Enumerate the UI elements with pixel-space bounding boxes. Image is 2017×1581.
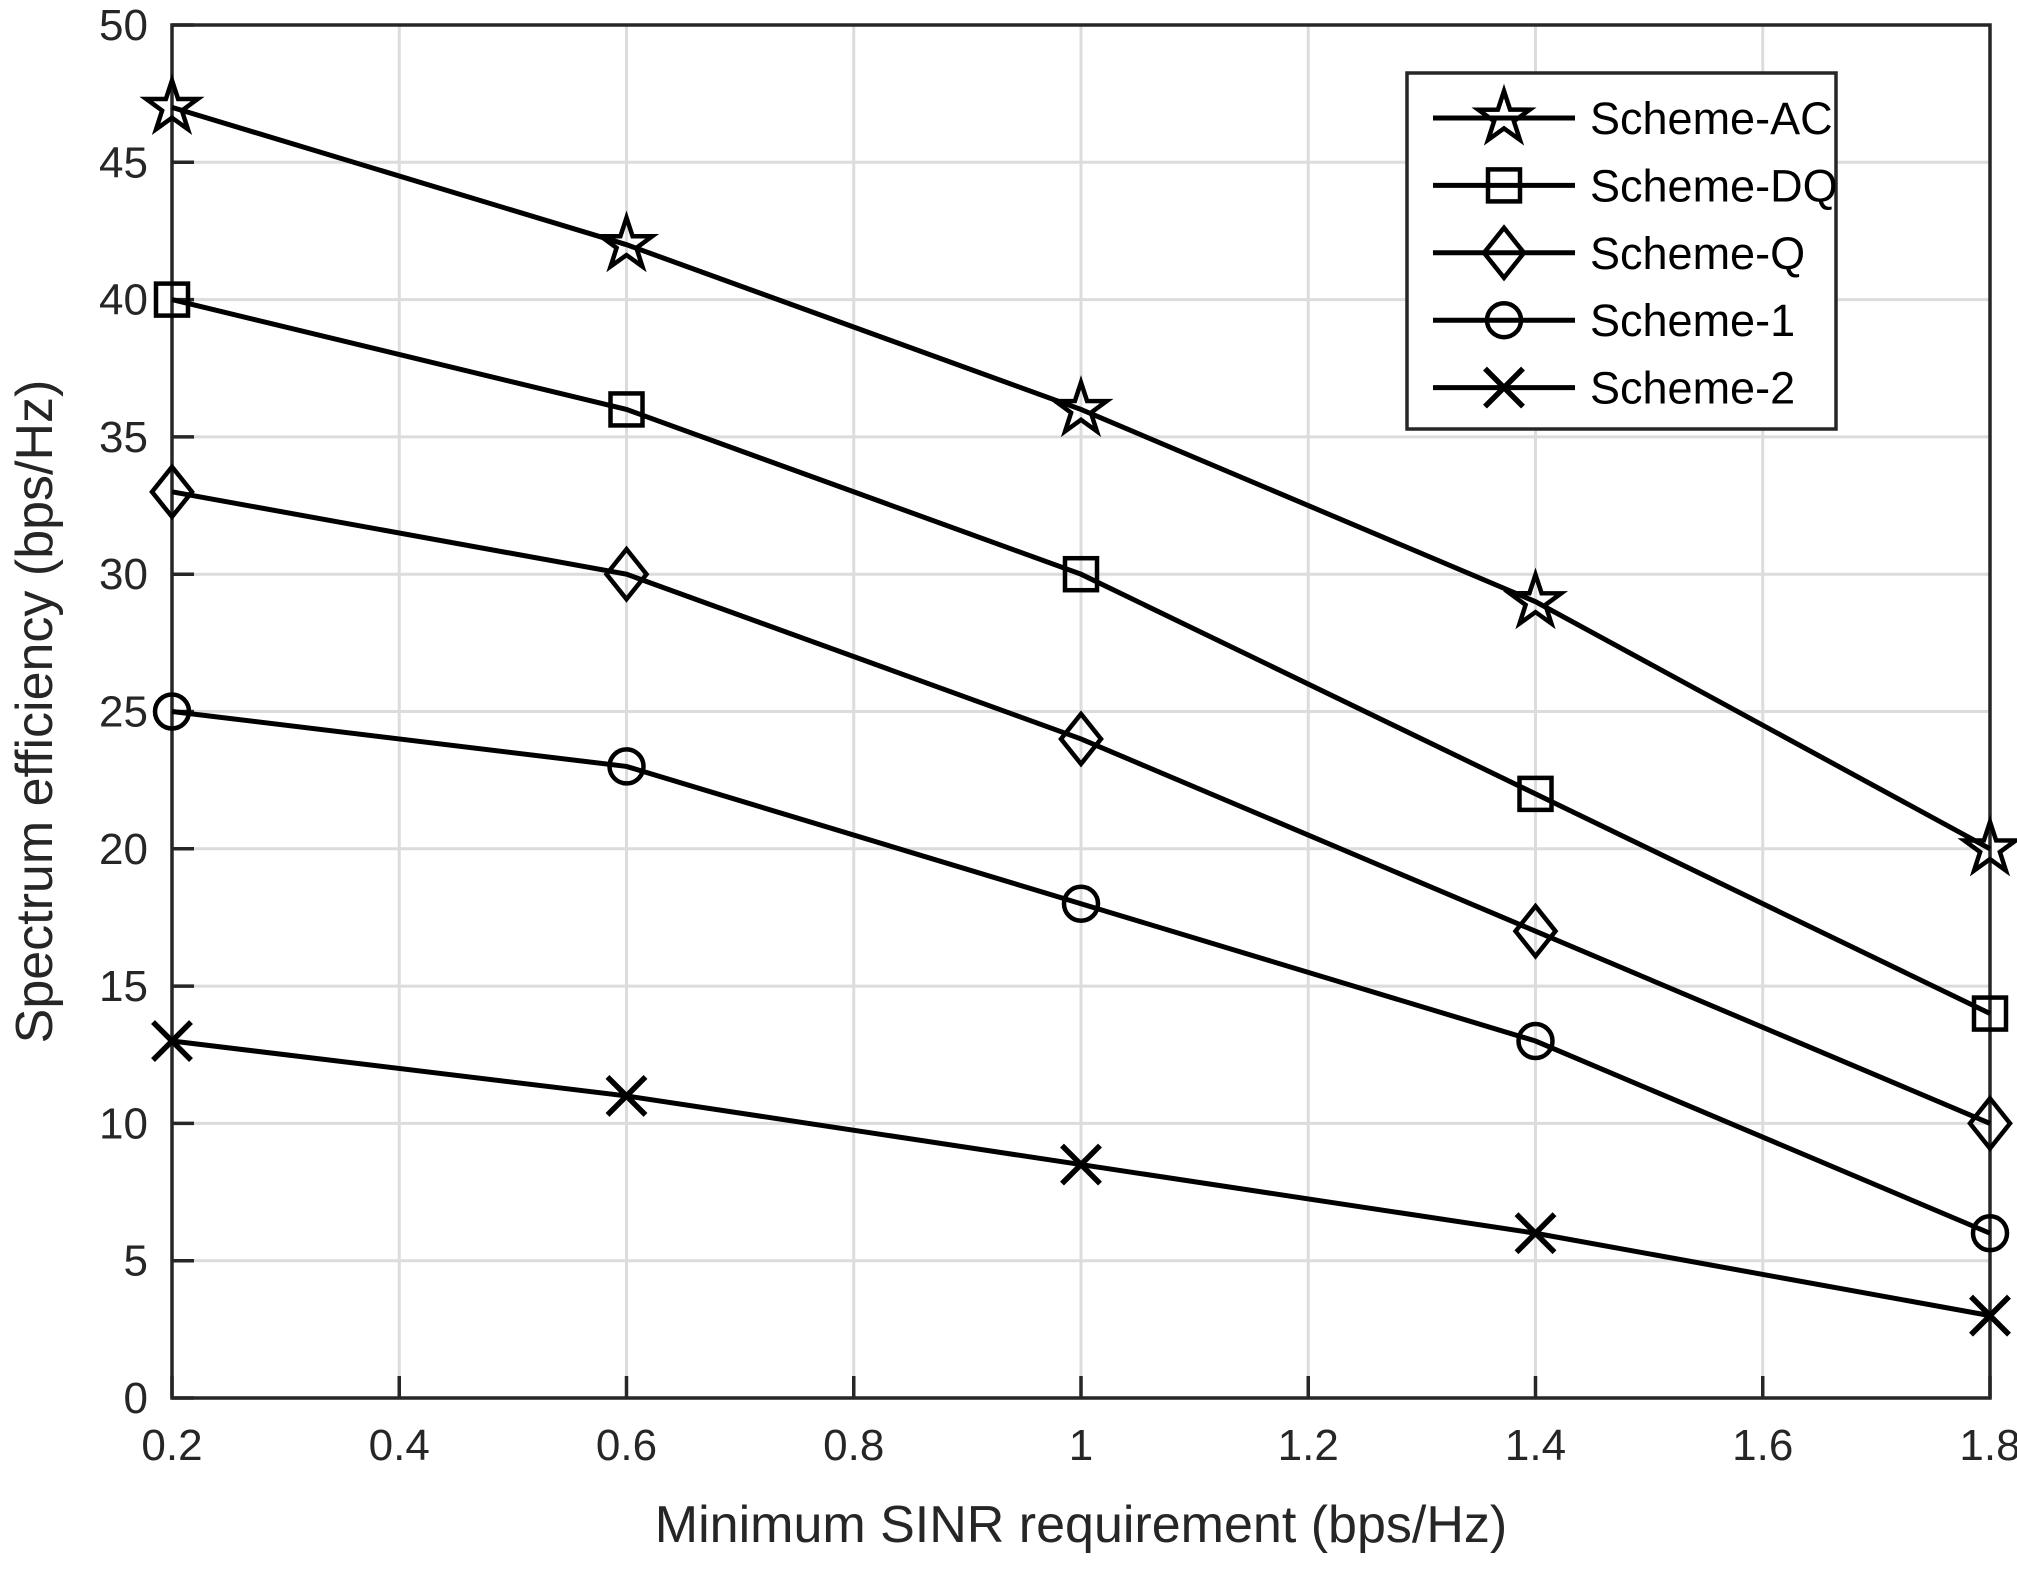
marker-square [1485,167,1523,204]
x-tick-label: 1.8 [1959,1421,2017,1470]
legend-item-scheme-ac: Scheme-AC [1433,83,1833,146]
series-scheme-ac [139,73,2017,877]
marker-circle [1484,300,1524,340]
legend-label: Scheme-AC [1590,93,1833,144]
y-tick-label: 50 [99,1,148,50]
legend-label: Scheme-2 [1590,363,1795,414]
marker-diamond [1481,224,1527,282]
marker-square [1062,555,1100,593]
y-tick-label: 15 [99,962,148,1011]
series-scheme-2 [151,1020,2011,1337]
marker-star [1957,814,2017,877]
x-tick-label: 0.6 [596,1421,657,1470]
legend-item-scheme-1: Scheme-1 [1433,295,1795,346]
marker-star [139,73,205,136]
x-tick-label: 0.8 [823,1421,884,1470]
y-tick-label: 20 [99,825,148,874]
legend-label: Scheme-Q [1590,228,1805,279]
marker-square [608,391,645,428]
marker-square [1517,775,1554,813]
legend-item-scheme-dq: Scheme-DQ [1433,160,1838,211]
series-line-scheme-dq [171,297,1992,1016]
marker-circle [1061,884,1101,923]
marker-x [605,1074,648,1117]
marker-diamond [603,545,650,603]
marker-circle [1970,1213,2010,1253]
axis-group: 0.2 0.4 0.6 0.8 1 1.2 1.4 1.6 1.8 0 5 10 15 20 25 30 35 4… [6,1,2017,1554]
x-tick-label: 0.2 [141,1421,202,1470]
x-tick-label: 1.2 [1278,1421,1339,1470]
series-line-scheme-q [171,489,1991,1126]
series-scheme-q [149,463,2013,1153]
marker-x [1514,1212,1557,1255]
y-axis-title: Spectrum efficiency (bps/Hz) [6,380,64,1044]
marker-circle [152,692,192,731]
series-line-scheme-1 [171,709,1991,1236]
marker-x [1483,366,1525,409]
marker-circle [607,747,646,786]
marker-square [153,281,191,318]
legend-item-scheme-2: Scheme-2 [1433,363,1795,414]
marker-x [1969,1294,2011,1337]
y-tick-label: 0 [124,1374,148,1423]
marker-square [1971,995,2009,1032]
marker-star [1471,83,1537,146]
marker-circle [1516,1021,1555,1061]
legend-group: Scheme-AC Scheme-DQ Scheme-Q Scheme-1 Scheme… [1405,71,1838,431]
marker-star [593,210,660,273]
y-tick-label: 40 [99,276,148,325]
legend-label: Scheme-DQ [1590,160,1838,211]
series-scheme-dq [153,281,2009,1032]
marker-diamond [1512,902,1559,960]
x-tick-label: 1 [1069,1421,1093,1470]
x-axis-title: Minimum SINR requirement (bps/Hz) [655,1496,1507,1554]
y-tick-label: 45 [99,138,148,187]
marker-star [1502,567,1569,630]
legend-item-scheme-q: Scheme-Q [1433,224,1805,282]
marker-x [151,1020,193,1062]
legend-label: Scheme-1 [1590,295,1795,346]
marker-star [1048,375,1114,438]
y-tick-label: 10 [99,1099,148,1148]
marker-diamond [149,463,195,521]
y-tick-label: 25 [99,688,148,737]
y-tick-label: 30 [99,550,148,599]
marker-x [1060,1143,1102,1186]
x-tick-label: 0.4 [369,1421,430,1470]
series-line-scheme-ac [171,104,1992,851]
y-tick-label: 35 [99,413,148,462]
series-scheme-1 [152,692,2010,1253]
marker-diamond [1967,1094,2013,1153]
x-tick-label: 1.6 [1732,1421,1793,1470]
series-group [139,73,2017,1337]
marker-diamond [1058,710,1104,768]
y-tick-label: 5 [124,1237,148,1286]
x-tick-label: 1.4 [1505,1421,1566,1470]
